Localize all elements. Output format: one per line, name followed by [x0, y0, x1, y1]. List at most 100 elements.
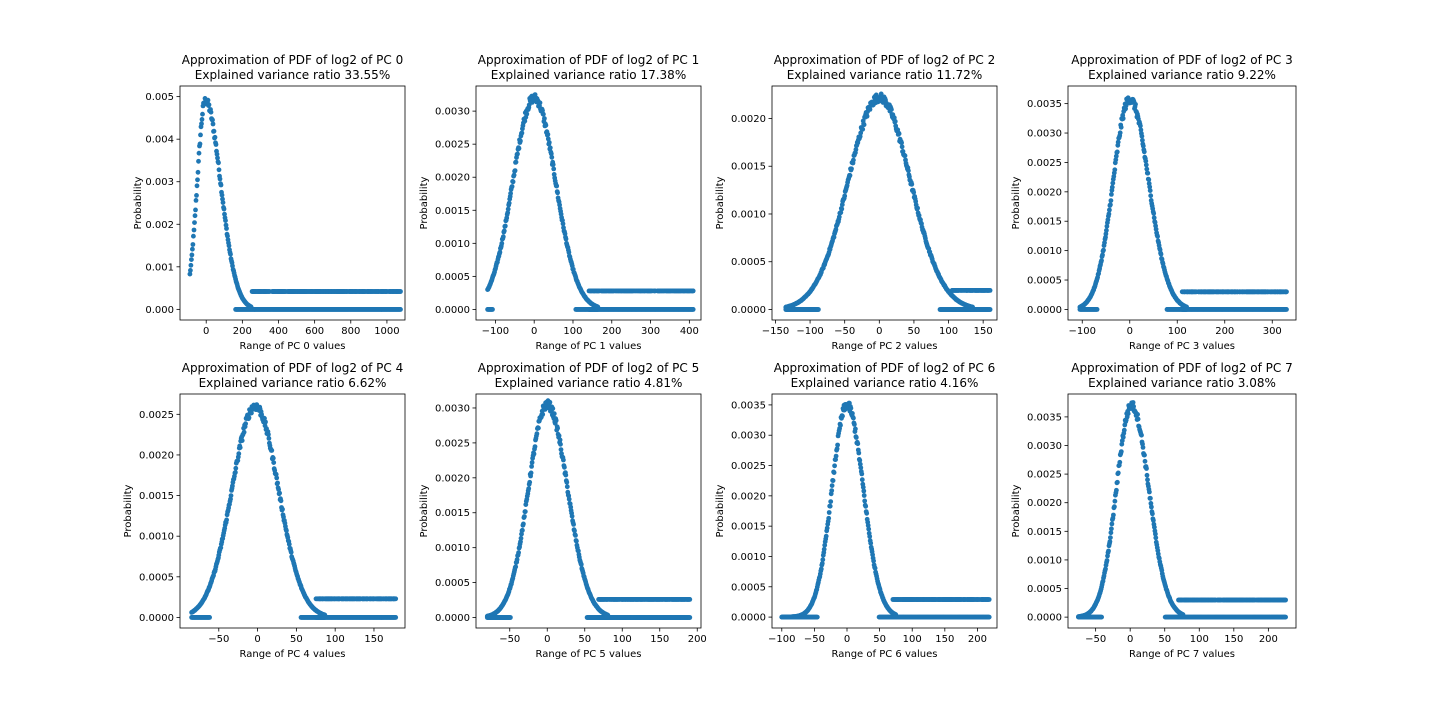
data-point [222, 211, 227, 217]
data-point [501, 228, 507, 234]
data-point [548, 151, 554, 157]
data-point [273, 472, 279, 477]
x-axis-label: Range of PC 0 values [240, 341, 346, 352]
y-tick-label: 0.0020 [435, 173, 470, 184]
data-point [1141, 149, 1147, 155]
data-point [191, 233, 196, 239]
data-point [690, 288, 696, 294]
data-point [216, 160, 221, 166]
x-tick-label: 100 [1168, 326, 1187, 337]
data-point [1107, 207, 1112, 213]
data-point [853, 426, 858, 432]
x-tick-label: −100 [796, 326, 823, 337]
subplot-pc-3: Approximation of PDF of log2 of PC 3Expl… [1011, 53, 1297, 352]
data-point [558, 441, 563, 447]
data-point [277, 490, 282, 496]
x-tick-label: 800 [341, 326, 360, 337]
y-tick-label: 0.0030 [435, 403, 470, 414]
data-point [266, 436, 272, 441]
data-point [508, 191, 513, 196]
data-point [902, 153, 908, 159]
data-point [819, 561, 825, 566]
data-point [276, 487, 281, 492]
data-point [516, 550, 521, 555]
data-point [1118, 124, 1124, 130]
data-point [522, 118, 528, 124]
data-point [849, 166, 854, 172]
y-axis-label: Probability [715, 176, 726, 229]
y-tick-label: 0.0005 [731, 582, 766, 593]
subplot-pc-5: Approximation of PDF of log2 of PC 5Expl… [419, 361, 707, 660]
y-axis-label: Probability [419, 176, 430, 229]
data-point [239, 438, 245, 443]
data-point [823, 533, 829, 539]
data-point [506, 200, 512, 206]
data-point [1145, 170, 1151, 176]
data-point [207, 615, 213, 620]
data-point [899, 140, 904, 146]
x-tick-label: 400 [680, 326, 699, 337]
data-point [217, 176, 223, 182]
data-point [545, 132, 551, 137]
data-point [271, 460, 277, 465]
data-point [210, 117, 215, 123]
data-point [1140, 137, 1145, 143]
x-tick-label: 50 [908, 326, 921, 337]
data-point [550, 406, 556, 411]
data-point [212, 134, 218, 140]
data-point [515, 151, 520, 157]
subplot-subtitle: Explained variance ratio 4.81% [495, 376, 683, 390]
data-point [557, 202, 562, 208]
data-point [828, 499, 834, 504]
y-tick-label: 0.0005 [139, 572, 174, 583]
data-point [288, 549, 294, 555]
scatter-points [485, 92, 696, 312]
data-point [838, 422, 843, 428]
data-point [192, 213, 198, 219]
y-tick-label: 0.0010 [139, 532, 174, 543]
axes-frame [771, 393, 998, 629]
data-point [866, 526, 872, 532]
data-point [835, 442, 840, 448]
subplot-subtitle: Explained variance ratio 6.62% [199, 376, 387, 390]
axes-frame [179, 85, 406, 321]
data-point [1153, 226, 1159, 232]
data-point [520, 527, 525, 533]
y-tick-label: 0.0020 [139, 450, 174, 461]
data-point [275, 480, 280, 486]
data-point [524, 111, 530, 117]
data-point [224, 517, 230, 523]
data-point [233, 465, 239, 471]
x-tick-label: 0 [844, 634, 850, 645]
y-tick-label: 0.0010 [731, 209, 766, 220]
data-point [1143, 158, 1149, 164]
data-point [545, 136, 551, 142]
data-point [857, 461, 863, 467]
data-point [986, 614, 992, 620]
data-point [1109, 184, 1115, 190]
data-point [243, 421, 249, 427]
data-point [211, 128, 217, 134]
y-tick-label: 0.0000 [731, 305, 766, 316]
subplot-subtitle: Explained variance ratio 11.72% [787, 68, 982, 82]
data-point [514, 557, 520, 562]
x-tick-label: 0 [254, 634, 260, 645]
data-point [216, 167, 222, 173]
data-point [1120, 116, 1126, 121]
data-point [840, 413, 845, 419]
data-point [836, 214, 842, 220]
data-point [826, 515, 832, 521]
data-point [519, 130, 525, 136]
data-point [829, 483, 835, 488]
data-point [200, 111, 205, 117]
data-point [284, 528, 289, 533]
y-tick-label: 0.0010 [1027, 246, 1062, 257]
data-point [1112, 167, 1118, 173]
data-point [191, 227, 197, 233]
data-point [868, 540, 874, 546]
x-tick-label: 0 [1127, 326, 1133, 337]
subplot-pc-1: Approximation of PDF of log2 of PC 1Expl… [419, 53, 702, 352]
data-point [266, 432, 271, 437]
data-point [848, 405, 854, 411]
